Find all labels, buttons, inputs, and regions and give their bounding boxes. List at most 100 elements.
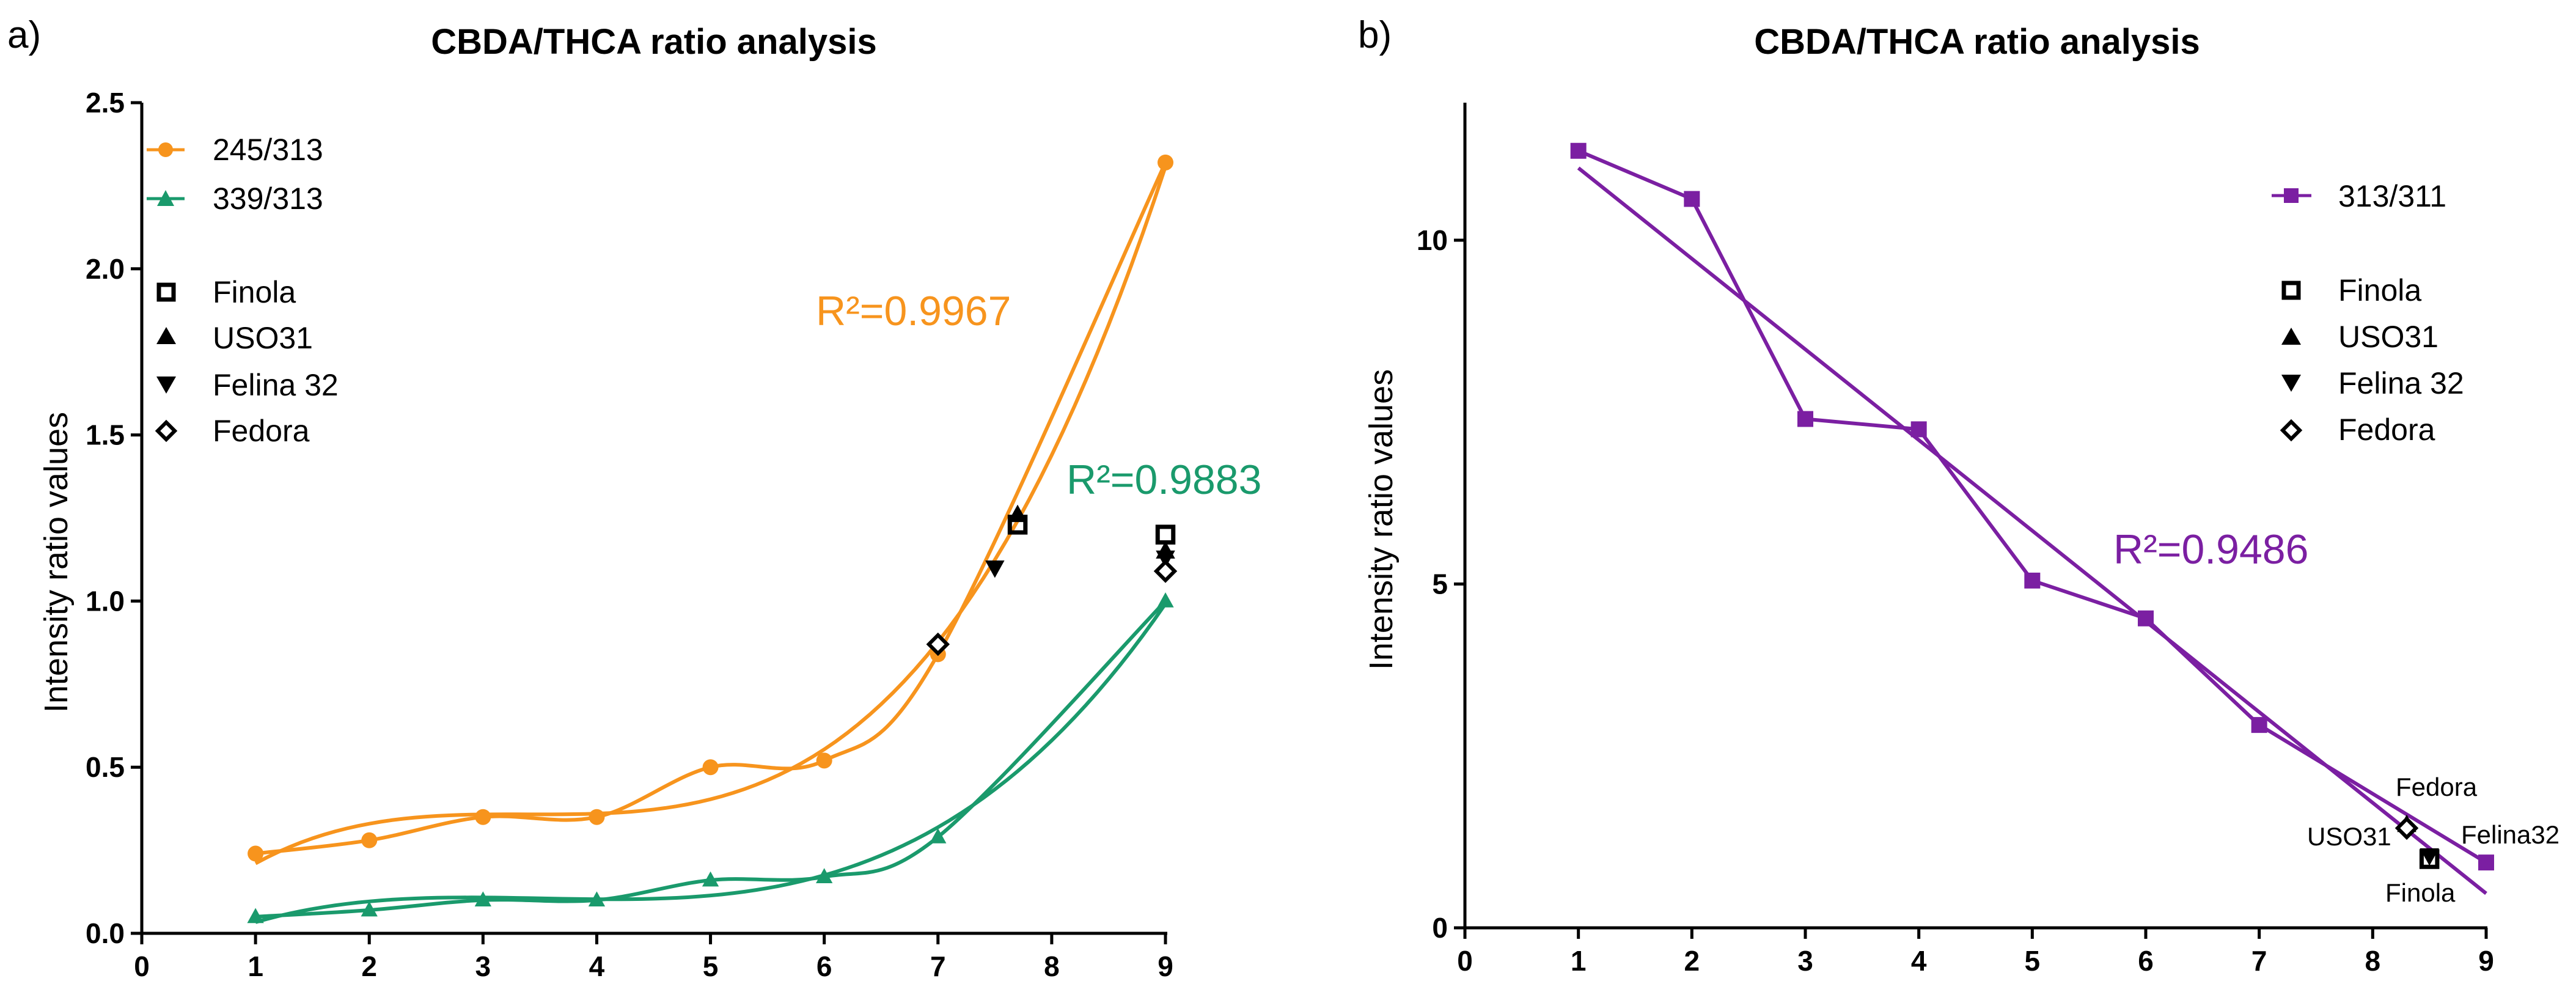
data-point-circle <box>361 832 378 848</box>
panel-a-label: a) <box>7 14 41 56</box>
x-tick-label: 7 <box>930 950 946 982</box>
data-point-triangle <box>247 908 264 924</box>
fit-curve <box>254 166 1167 865</box>
legend-label: Fedora <box>2338 413 2435 447</box>
data-point-circle <box>702 759 719 776</box>
data-point-triangle <box>816 868 833 883</box>
legend-label: Felina 32 <box>2338 366 2464 400</box>
data-point-circle <box>589 809 605 825</box>
legend-item-uso31: USO31 <box>156 321 313 355</box>
panel-a-series-lines <box>255 161 1167 919</box>
diamond-marker-icon <box>155 419 178 443</box>
square-marker-icon <box>2284 188 2299 203</box>
data-point-triangle <box>1157 592 1174 608</box>
legend-label: Felina 32 <box>213 368 339 402</box>
square-marker-icon <box>2281 281 2301 300</box>
fit-curve <box>255 603 1167 924</box>
panel-a-fit-curves <box>254 166 1167 924</box>
data-point-square <box>1684 191 1700 207</box>
legend-item-felina-32: Felina 32 <box>156 368 339 402</box>
panel-b-r2-purple: R²=0.9486 <box>2113 526 2308 573</box>
legend-item-fedora: Fedora <box>155 414 310 448</box>
panel-b-label: b) <box>1358 14 1392 56</box>
data-point-square <box>1797 411 1813 427</box>
data-point-square <box>1910 421 1927 438</box>
series-line <box>255 600 1167 919</box>
panel-a-r2-green: R²=0.9883 <box>1066 457 1261 503</box>
y-tick-label: 5 <box>1432 568 1448 600</box>
legend-item-finola: Finola <box>156 275 296 309</box>
panel-a-markers <box>247 154 1174 924</box>
x-tick-label: 4 <box>589 950 605 982</box>
legend-label: USO31 <box>213 321 313 355</box>
y-tick-label: 1.5 <box>86 419 125 451</box>
x-tick-label: 3 <box>475 950 491 982</box>
sample-point-triangle-up <box>1008 504 1027 523</box>
panel-b-markers <box>1570 142 2494 871</box>
data-point-triangle <box>702 871 719 887</box>
y-tick-label: 2.0 <box>86 253 125 285</box>
panel-b-series-lines <box>1577 149 2487 864</box>
sample-point-diamond <box>926 632 950 656</box>
panel-a-chart: a) CBDA/THCA ratio analysis Intensity ra… <box>7 14 1261 982</box>
y-tick-label: 10 <box>1417 224 1448 256</box>
legend-item-fedora: Fedora <box>2280 413 2435 447</box>
legend-label: 339/313 <box>213 182 323 216</box>
x-tick-label: 6 <box>2138 945 2154 977</box>
legend-label: 245/313 <box>213 133 323 167</box>
sample-point-triangle-down <box>2420 848 2439 866</box>
x-tick-label: 0 <box>134 950 150 982</box>
panel-a-ticks: 0 1 2 3 4 5 6 7 8 9 0.0 0.5 1.0 1.5 2.0 2.5 <box>86 87 1173 982</box>
triangle-up-marker-icon <box>156 327 176 344</box>
legend-item-finola: Finola <box>2281 273 2421 307</box>
x-tick-label: 5 <box>703 950 719 982</box>
panel-b-y-axis-label: Intensity ratio values <box>1363 369 1400 670</box>
y-tick-label: 0.5 <box>86 751 125 783</box>
data-point-square <box>1570 142 1587 159</box>
sample-point-diamond <box>2394 816 2419 840</box>
x-tick-label: 7 <box>2251 945 2267 977</box>
annotation-fedora: Fedora <box>2396 773 2478 801</box>
y-tick-label: 0 <box>1432 912 1448 944</box>
panel-b-legend: 313/311 Finola USO31 Felina 32 Fedora <box>2272 179 2464 447</box>
data-point-square <box>2024 572 2041 589</box>
legend-label: Fedora <box>213 414 310 448</box>
x-tick-label: 0 <box>1457 945 1473 977</box>
panel-a-sample-markers <box>926 504 1178 656</box>
x-tick-label: 1 <box>1571 945 1587 977</box>
sample-point-triangle-down <box>985 560 1005 578</box>
data-point-circle <box>248 845 264 862</box>
annotation-finola: Finola <box>2385 878 2456 907</box>
data-point-square <box>2138 610 2154 626</box>
triangle-down-marker-icon <box>2281 375 2301 392</box>
x-tick-label: 3 <box>1797 945 1813 977</box>
series-line <box>1577 149 2487 864</box>
legend-item-felina-32: Felina 32 <box>2281 366 2464 400</box>
x-tick-label: 9 <box>1158 950 1173 982</box>
sample-point-diamond <box>1153 559 1178 583</box>
data-point-circle <box>475 809 491 825</box>
data-point-triangle <box>588 891 606 907</box>
y-tick-label: 0.0 <box>86 917 125 949</box>
x-tick-label: 6 <box>816 950 832 982</box>
x-tick-label: 8 <box>1044 950 1060 982</box>
y-tick-label: 1.0 <box>86 585 125 617</box>
legend-label: USO31 <box>2338 320 2438 354</box>
data-point-triangle <box>361 901 378 917</box>
panel-b-sample-markers <box>2394 814 2440 869</box>
data-point-circle <box>1158 154 1173 171</box>
panel-b-title: CBDA/THCA ratio analysis <box>1754 22 2200 62</box>
sample-point-square <box>1155 524 1176 545</box>
data-point-square <box>2478 854 2494 871</box>
annotation-uso31: USO31 <box>2307 822 2391 851</box>
legend-label: 313/311 <box>2338 179 2446 213</box>
data-point-triangle <box>474 891 491 907</box>
panel-a-r2-orange: R²=0.9967 <box>816 288 1011 334</box>
x-tick-label: 8 <box>2365 945 2381 977</box>
panel-b-chart: b) CBDA/THCA ratio analysis Intensity ra… <box>1358 14 2559 977</box>
x-tick-label: 2 <box>1684 945 1700 977</box>
legend-label: Finola <box>2338 273 2421 307</box>
annotation-felina32: Felina32 <box>2461 820 2559 849</box>
circle-marker-icon <box>158 142 173 157</box>
